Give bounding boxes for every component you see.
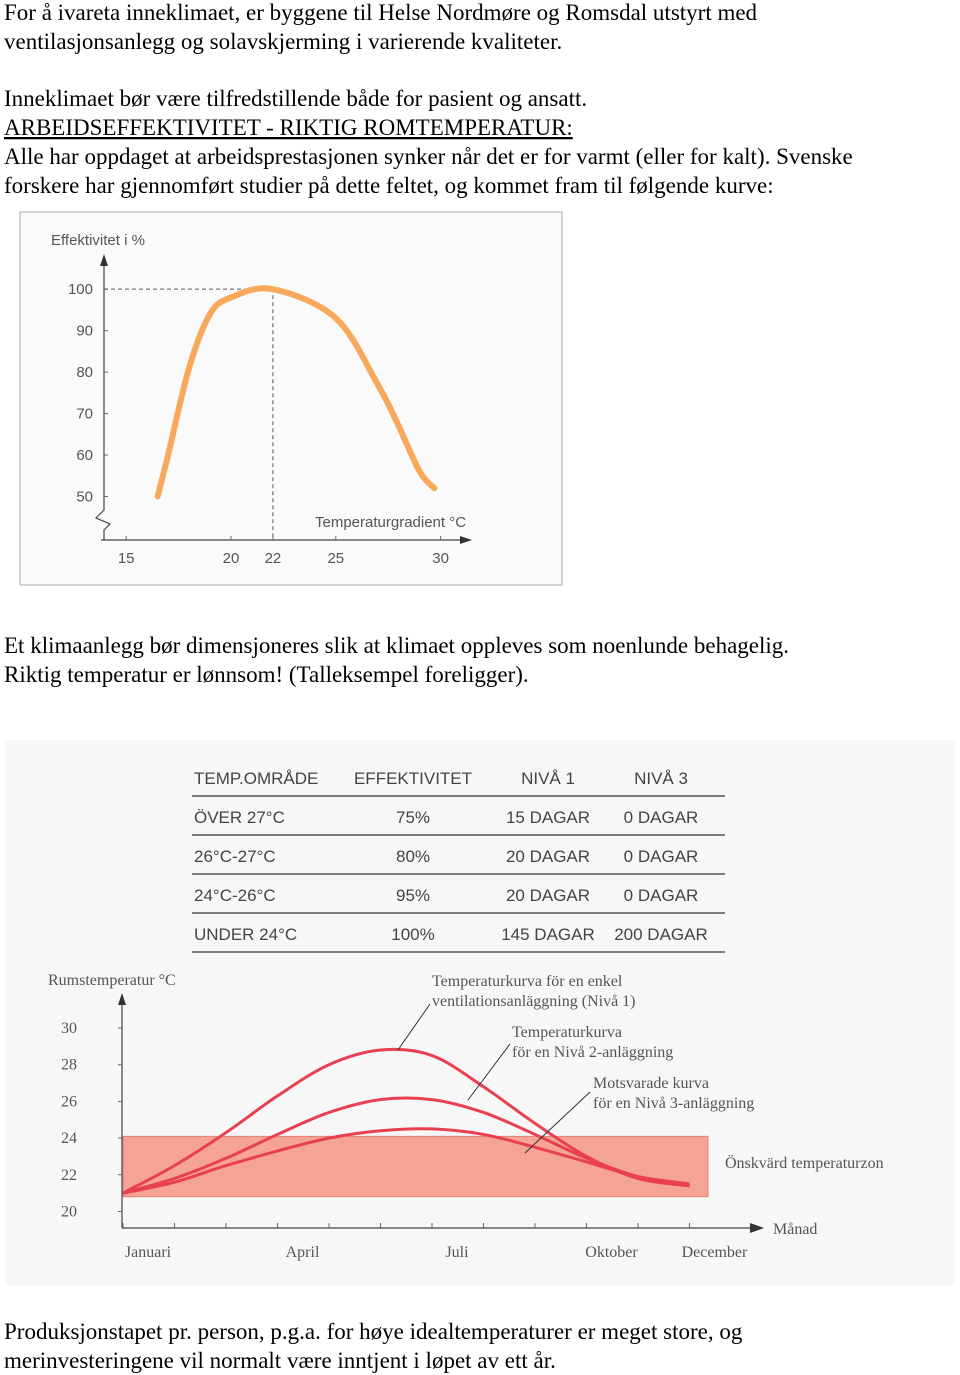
annotation: ventilationsanläggning (Nivå 1) [432,993,636,1010]
table-cell: 200 DAGAR [614,925,708,944]
annotation: Motsvarade kurva [593,1075,709,1092]
table-cell: 80% [396,847,430,866]
y-tick-label: 30 [61,1020,77,1037]
table-cell: 95% [396,886,430,905]
x-axis-label: Månad [773,1221,817,1238]
paragraph-line: For å ivareta inneklimaet, er byggene ti… [4,0,758,25]
paragraph-line: Inneklimaet bør være tilfredstillende bå… [4,86,587,111]
table-cell: 0 DAGAR [624,847,699,866]
y-tick-label: 22 [61,1167,77,1184]
x-tick-label: 15 [118,550,135,567]
annotation-leader [397,1003,431,1051]
x-tick-label: Juli [445,1244,469,1261]
x-tick-label: April [286,1244,320,1261]
x-tick-label: 25 [327,550,344,567]
x-tick-label: Oktober [585,1244,638,1261]
table-cell: 145 DAGAR [501,925,595,944]
x-tick-label: Januari [125,1244,172,1261]
y-axis-label: Effektivitet i % [51,232,145,249]
temperature-curve [122,1127,690,1195]
y-axis-label: Rumstemperatur °C [48,972,176,989]
y-tick-label: 80 [76,364,93,381]
y-axis-arrow [100,254,108,266]
table-cell: 20 DAGAR [506,886,590,905]
y-tick-label: 50 [76,489,93,506]
y-tick-label: 20 [61,1203,77,1220]
paragraph-line: merinvesteringene vil normalt være inntj… [4,1348,556,1373]
heading: ARBEIDSEFFEKTIVITET - RIKTIG ROMTEMPERAT… [4,115,573,140]
table-cell: 0 DAGAR [624,886,699,905]
table-cell: 26°C-27°C [194,847,276,866]
table-header: TEMP.OMRÅDE [194,769,318,788]
y-tick-label: 24 [61,1130,77,1147]
x-tick-label: 20 [223,550,240,567]
table-cell: 15 DAGAR [506,808,590,827]
table-cell: UNDER 24°C [194,925,297,944]
x-tick-label: 30 [432,550,449,567]
paragraph-line: ventilasjonsanlegg og solavskjerming i v… [4,29,562,54]
table-cell: 100% [391,925,434,944]
x-tick-label: December [682,1244,748,1261]
paragraph-line: Riktig temperatur er lønnsom! (Talleksem… [4,662,529,687]
annotation: för en Nivå 2-anläggning [512,1044,673,1061]
paragraph-line: forskere har gjennomført studier på dett… [4,173,774,198]
x-axis-arrow [750,1223,764,1233]
paragraph-line: Alle har oppdaget at arbeidsprestasjonen… [4,144,853,169]
table-cell: 0 DAGAR [624,808,699,827]
table-header: NIVÅ 3 [634,769,688,788]
comfort-band [122,1135,709,1198]
band-label: Önskvärd temperaturzon [725,1154,884,1172]
y-tick-label: 70 [76,406,93,423]
y-tick-label: 28 [61,1057,77,1074]
table-cell: 75% [396,808,430,827]
annotation-leader [467,1043,511,1101]
y-tick-label: 26 [61,1093,77,1110]
y-axis [94,256,112,540]
y-axis-arrow [118,993,126,1005]
temperature-curve [122,1096,690,1195]
figure-background [5,740,955,1285]
paragraph-line: Et klimaanlegg bør dimensjoneres slik at… [4,633,789,658]
table-cell: 24°C-26°C [194,886,276,905]
table-cell: ÖVER 27°C [194,808,285,827]
annotation-leader [524,1091,591,1154]
annotation: Temperaturkurva för en enkel [432,973,623,990]
table-header: EFFEKTIVITET [354,769,472,788]
y-tick-label: 60 [76,447,93,464]
table-cell: 20 DAGAR [506,847,590,866]
y-tick-label: 100 [68,281,93,298]
table-header: NIVÅ 1 [521,769,575,788]
y-tick-label: 90 [76,323,93,340]
x-tick-label: 22 [265,550,282,567]
annotation: för en Nivå 3-anläggning [593,1095,754,1112]
efficiency-curve [154,285,438,500]
x-axis-label: Temperaturgradient °C [315,514,466,531]
paragraph-line: Produksjonstapet pr. person, p.g.a. for … [4,1319,743,1344]
annotation: Temperaturkurva [512,1024,622,1041]
x-axis-arrow [460,536,472,544]
chart-frame [19,211,563,586]
